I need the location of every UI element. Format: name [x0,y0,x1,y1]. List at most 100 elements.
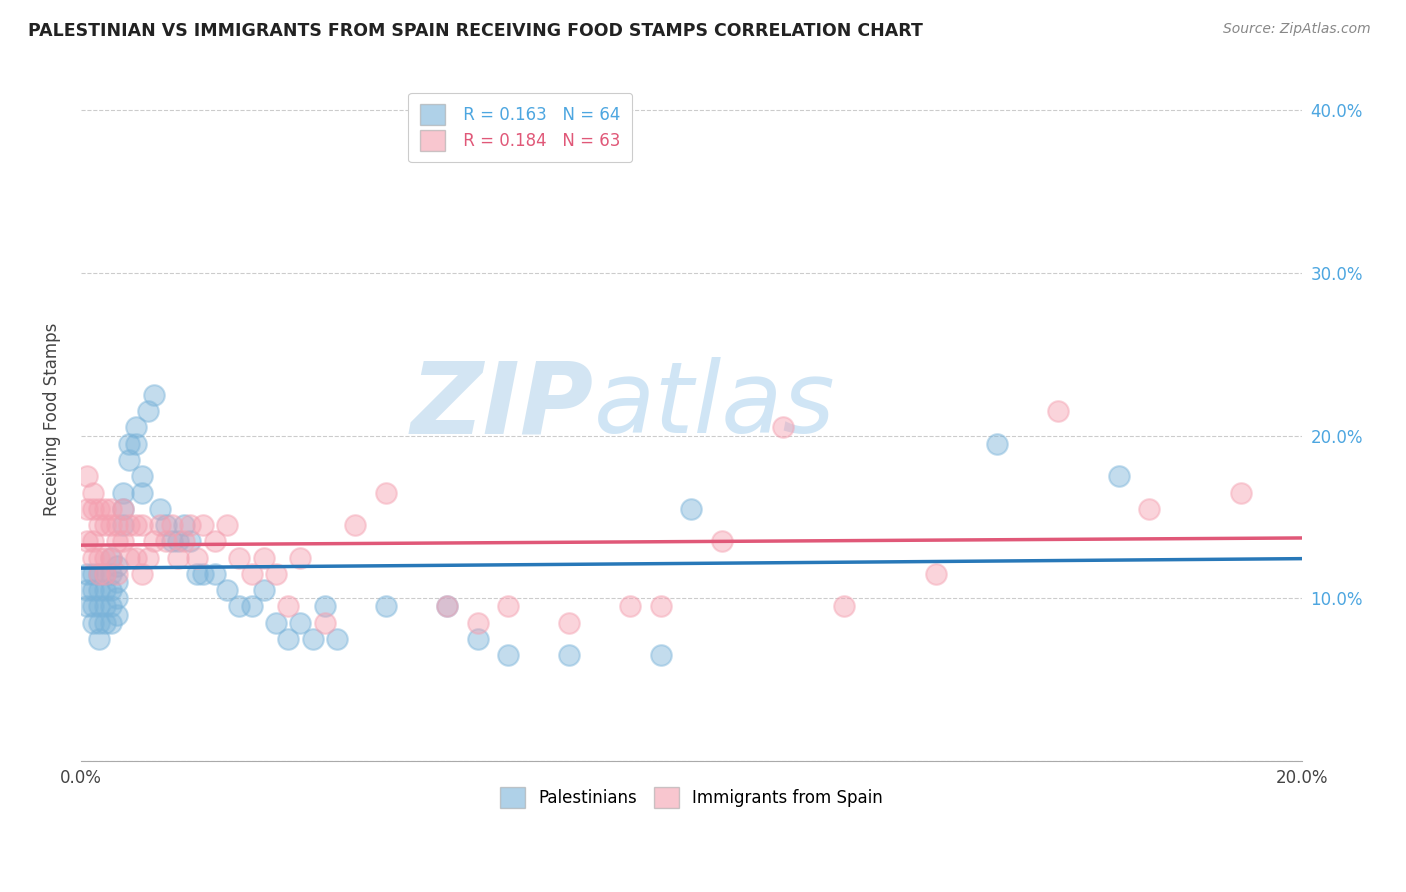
Point [124,518,146,533]
Point [436,599,458,614]
Point [374,485,396,500]
Point [167,534,190,549]
Point [112,501,135,516]
Point [167,550,190,565]
Point [87,632,110,646]
Point [191,566,214,581]
Point [105,574,128,589]
Point [82,583,104,598]
Point [82,534,104,549]
Point [76,469,98,483]
Point [105,607,128,622]
Y-axis label: Receiving Food Stamps: Receiving Food Stamps [44,323,60,516]
Point [681,501,703,516]
Point [1230,485,1253,500]
Point [82,615,104,630]
Point [94,599,117,614]
Point [155,534,177,549]
Point [118,550,141,565]
Point [136,550,159,565]
Point [290,615,312,630]
Point [100,501,122,516]
Point [94,566,117,581]
Text: ZIP: ZIP [411,357,593,454]
Point [94,550,117,565]
Point [374,599,396,614]
Point [186,566,208,581]
Text: Source: ZipAtlas.com: Source: ZipAtlas.com [1223,22,1371,37]
Point [1108,469,1130,483]
Point [217,518,239,533]
Point [179,518,201,533]
Point [105,518,128,533]
Point [277,632,299,646]
Point [496,599,519,614]
Point [986,436,1008,450]
Point [650,599,672,614]
Point [558,648,581,663]
Point [124,436,146,450]
Point [160,518,183,533]
Point [149,501,172,516]
Point [277,599,299,614]
Point [76,566,98,581]
Point [82,485,104,500]
Point [832,599,855,614]
Point [87,615,110,630]
Point [314,615,336,630]
Point [131,518,153,533]
Point [558,615,581,630]
Point [136,404,159,418]
Point [240,566,263,581]
Legend: Palestinians, Immigrants from Spain: Palestinians, Immigrants from Spain [494,780,890,814]
Point [217,583,239,598]
Point [142,388,165,402]
Point [264,615,287,630]
Text: PALESTINIAN VS IMMIGRANTS FROM SPAIN RECEIVING FOOD STAMPS CORRELATION CHART: PALESTINIAN VS IMMIGRANTS FROM SPAIN REC… [28,22,922,40]
Point [131,566,153,581]
Point [112,518,135,533]
Point [179,534,201,549]
Point [124,420,146,434]
Point [710,534,733,549]
Point [82,566,104,581]
Point [314,599,336,614]
Point [105,591,128,606]
Point [100,615,122,630]
Text: atlas: atlas [593,357,835,454]
Point [173,518,195,533]
Point [87,518,110,533]
Point [1137,501,1160,516]
Point [105,558,128,573]
Point [82,501,104,516]
Point [924,566,946,581]
Point [344,518,367,533]
Point [772,420,794,434]
Point [326,632,349,646]
Point [118,436,141,450]
Point [100,550,122,565]
Point [142,534,165,549]
Point [112,485,135,500]
Point [253,583,276,598]
Point [149,518,172,533]
Point [100,583,122,598]
Point [301,632,323,646]
Point [87,566,110,581]
Point [94,615,117,630]
Point [100,518,122,533]
Point [87,599,110,614]
Point [82,599,104,614]
Point [290,550,312,565]
Point [131,485,153,500]
Point [1046,404,1069,418]
Point [87,501,110,516]
Point [173,534,195,549]
Point [228,550,250,565]
Point [264,566,287,581]
Point [105,566,128,581]
Point [496,648,519,663]
Point [436,599,458,614]
Point [191,518,214,533]
Point [94,501,117,516]
